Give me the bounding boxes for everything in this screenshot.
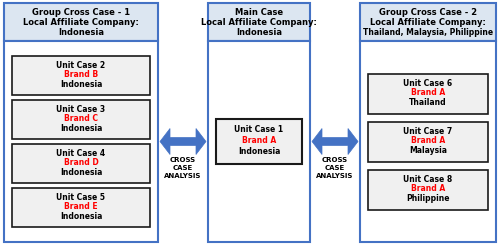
Text: Local Affiliate Company:: Local Affiliate Company:	[201, 18, 317, 27]
Text: CASE: CASE	[325, 164, 345, 171]
Text: Unit Case 6: Unit Case 6	[404, 78, 452, 87]
Text: Unit Case 5: Unit Case 5	[56, 193, 106, 202]
Text: Indonesia: Indonesia	[58, 28, 104, 37]
Bar	[12, 100, 150, 139]
Polygon shape	[160, 128, 206, 155]
Text: Brand C: Brand C	[64, 114, 98, 123]
Text: Thailand, Malaysia, Philippine: Thailand, Malaysia, Philippine	[363, 28, 493, 37]
Text: Indonesia: Indonesia	[60, 80, 102, 89]
Text: Brand E: Brand E	[64, 202, 98, 211]
Text: Group Cross Case - 1: Group Cross Case - 1	[32, 8, 130, 17]
Text: Brand A: Brand A	[411, 184, 445, 193]
Bar	[12, 56, 150, 95]
Text: Main Case: Main Case	[235, 8, 283, 17]
Text: Unit Case 7: Unit Case 7	[404, 126, 452, 135]
Text: CROSS: CROSS	[170, 157, 196, 162]
Bar	[360, 41, 496, 242]
Text: Brand B: Brand B	[64, 70, 98, 79]
Text: Indonesia: Indonesia	[60, 124, 102, 133]
Text: Indonesia: Indonesia	[60, 212, 102, 221]
Bar	[4, 3, 158, 41]
Text: CASE: CASE	[173, 164, 193, 171]
Bar	[12, 188, 150, 227]
Text: ANALYSIS: ANALYSIS	[316, 172, 354, 179]
Bar	[208, 41, 310, 242]
Text: Philippine: Philippine	[406, 194, 450, 203]
Text: Unit Case 1: Unit Case 1	[234, 125, 284, 134]
Text: ANALYSIS: ANALYSIS	[164, 172, 202, 179]
Text: Indonesia: Indonesia	[60, 168, 102, 177]
Text: Unit Case 3: Unit Case 3	[56, 105, 106, 114]
Text: Malaysia: Malaysia	[409, 146, 447, 155]
Bar	[208, 3, 310, 41]
Text: Brand D: Brand D	[64, 158, 98, 167]
Bar	[216, 119, 302, 164]
Bar	[360, 3, 496, 41]
Text: Thailand: Thailand	[409, 98, 447, 107]
Text: Indonesia: Indonesia	[238, 147, 280, 156]
Text: Unit Case 2: Unit Case 2	[56, 61, 106, 70]
Text: Brand A: Brand A	[411, 87, 445, 97]
Text: CROSS: CROSS	[322, 157, 348, 162]
Text: Indonesia: Indonesia	[236, 28, 282, 37]
Text: Local Affiliate Company:: Local Affiliate Company:	[370, 18, 486, 27]
Text: Unit Case 4: Unit Case 4	[56, 149, 106, 158]
Bar	[368, 74, 488, 113]
Text: Brand A: Brand A	[242, 136, 276, 145]
Text: Local Affiliate Company:: Local Affiliate Company:	[23, 18, 139, 27]
Text: Unit Case 8: Unit Case 8	[404, 174, 452, 184]
Polygon shape	[312, 128, 358, 155]
Bar	[368, 170, 488, 209]
Bar	[12, 144, 150, 183]
Text: Brand A: Brand A	[411, 135, 445, 145]
Bar	[4, 41, 158, 242]
Text: Group Cross Case - 2: Group Cross Case - 2	[379, 8, 477, 17]
Bar	[368, 122, 488, 161]
